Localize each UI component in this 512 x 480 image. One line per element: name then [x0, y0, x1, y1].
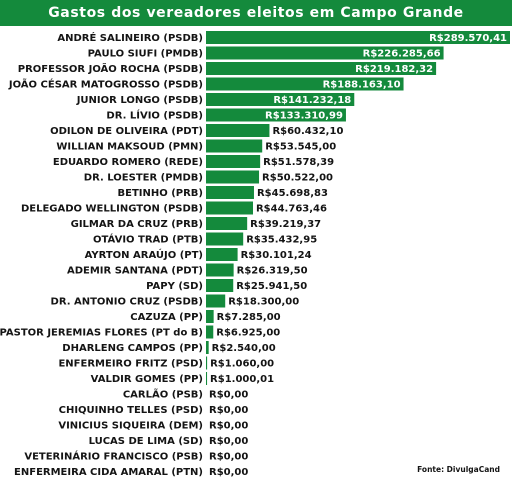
- category-label: DR. LOESTER (PMDB): [84, 173, 203, 184]
- bar: [206, 62, 437, 75]
- category-label: ODILON DE OLIVEIRA (PDT): [50, 126, 203, 137]
- bar: [206, 356, 208, 370]
- category-label: CAZUZA (PP): [130, 312, 203, 323]
- category-label: ENFERMEIRA CIDA AMARAL (PTN): [14, 467, 203, 478]
- bar: [206, 124, 270, 137]
- bar: [206, 108, 346, 122]
- value-label: R$133.310,99: [265, 111, 343, 122]
- bar: [206, 341, 209, 354]
- category-label: ENFERMEIRO FRITZ (PSD): [58, 359, 203, 370]
- value-label: R$0,00: [209, 390, 248, 401]
- category-label: OTÁVIO TRAD (PTB): [93, 233, 203, 246]
- category-label: ANDRÉ SALINEIRO (PSDB): [57, 31, 203, 44]
- bar: [206, 248, 238, 261]
- category-label: PROFESSOR JOÃO ROCHA (PSDB): [18, 62, 203, 75]
- chart-title-bar: Gastos dos vereadores eleitos em Campo G…: [0, 0, 512, 26]
- value-label: R$188.163,10: [323, 80, 401, 91]
- value-label: R$44.763,46: [256, 204, 327, 215]
- category-label: DR. LÍVIO (PSDB): [106, 109, 203, 122]
- category-label: WILLIAN MAKSOUD (PMN): [56, 142, 203, 153]
- bar: [206, 232, 244, 246]
- bar: [206, 217, 248, 230]
- value-label: R$6.925,00: [216, 328, 280, 339]
- bar: [206, 325, 214, 339]
- value-label: R$2.540,00: [212, 343, 276, 354]
- category-label: BETINHO (PRB): [117, 188, 203, 199]
- category-label: DR. ANTONIO CRUZ (PSDB): [51, 297, 203, 308]
- category-label: VETERINÁRIO FRANCISCO (PSB): [24, 450, 203, 463]
- value-label: R$226.285,66: [363, 49, 441, 60]
- bar: [206, 139, 263, 153]
- bar: [206, 170, 260, 184]
- value-label: R$1.000,01: [210, 374, 274, 385]
- category-label: LUCAS DE LIMA (SD): [89, 436, 203, 447]
- source-credit: Fonte: DivulgaCand: [417, 465, 500, 474]
- value-label: R$60.432,10: [272, 126, 343, 137]
- category-label: CHIQUINHO TELLES (PSD): [59, 405, 203, 416]
- value-label: R$50.522,00: [262, 173, 333, 184]
- bar: [206, 201, 253, 215]
- value-label: R$30.101,24: [241, 250, 312, 261]
- value-label: R$1.060,00: [210, 359, 274, 370]
- bar: [206, 77, 404, 91]
- category-label: PASTOR JEREMIAS FLORES (PT do B): [0, 328, 203, 339]
- bar: [206, 186, 254, 199]
- value-label: R$219.182,32: [355, 64, 433, 75]
- category-label: JOÃO CÉSAR MATOGROSSO (PSDB): [8, 78, 203, 91]
- category-label: ADEMIR SANTANA (PDT): [67, 266, 203, 277]
- value-label: R$25.941,50: [236, 281, 307, 292]
- value-label: R$289.570,41: [429, 33, 507, 44]
- category-label: PAPY (SD): [146, 281, 203, 292]
- category-label: DELEGADO WELLINGTON (PSDB): [21, 204, 203, 215]
- value-label: R$0,00: [209, 405, 248, 416]
- value-label: R$45.698,83: [257, 188, 328, 199]
- value-label: R$0,00: [209, 467, 248, 478]
- bar: [206, 93, 355, 106]
- category-label: PAULO SIUFI (PMDB): [88, 49, 203, 60]
- value-label: R$26.319,50: [237, 266, 308, 277]
- bar: [206, 31, 510, 44]
- value-label: R$141.232,18: [273, 95, 351, 106]
- value-label: R$51.578,39: [263, 157, 334, 168]
- bar: [206, 263, 234, 277]
- category-label: VINICIUS SIQUEIRA (DEM): [58, 421, 203, 432]
- value-label: R$0,00: [209, 421, 248, 432]
- category-label: AYRTON ARAÚJO (PT): [85, 248, 203, 261]
- bar: [206, 155, 261, 168]
- value-label: R$0,00: [209, 452, 248, 463]
- category-label: EDUARDO ROMERO (REDE): [53, 157, 203, 168]
- value-label: R$35.432,95: [246, 235, 317, 246]
- value-label: R$53.545,00: [265, 142, 336, 153]
- bar: [206, 294, 226, 308]
- chart-title: Gastos dos vereadores eleitos em Campo G…: [48, 5, 464, 21]
- value-label: R$7.285,00: [217, 312, 281, 323]
- bar: [206, 310, 214, 323]
- bar: [206, 46, 444, 60]
- bar: [206, 279, 234, 292]
- category-label: GILMAR DA CRUZ (PRB): [71, 219, 203, 230]
- category-label: VALDIR GOMES (PP): [91, 374, 203, 385]
- value-label: R$18.300,00: [228, 297, 299, 308]
- value-label: R$39.219,37: [250, 219, 321, 230]
- category-label: JUNIOR LONGO (PSDB): [76, 95, 203, 106]
- category-label: CARLÃO (PSB): [123, 388, 203, 401]
- category-label: DHARLENG CAMPOS (PP): [62, 343, 203, 354]
- value-label: R$0,00: [209, 436, 248, 447]
- bar: [206, 372, 208, 385]
